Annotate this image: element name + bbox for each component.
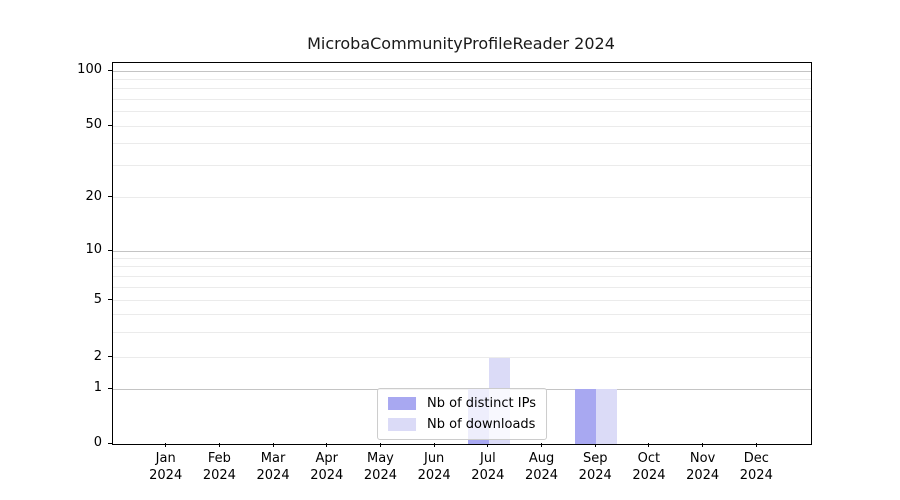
x-ticklabel-month: Feb [207,451,231,466]
y-minor-gridline [113,357,811,358]
x-tickmark [218,443,220,447]
legend-label: Nb of distinct IPs [427,396,536,411]
x-ticklabel-month: Nov [689,451,716,466]
legend-label: Nb of downloads [427,417,536,432]
x-ticklabel: Nov 2024 [675,450,731,484]
y-minor-gridline [113,286,811,288]
x-ticklabel-year: 2024 [471,468,505,483]
y-minor-gridline [113,125,811,127]
x-ticklabel-year: 2024 [149,468,183,483]
x-ticklabel: Apr 2024 [299,450,355,484]
x-tickmark [541,443,543,447]
x-ticklabel: Jan 2024 [138,450,194,484]
x-ticklabel-month: Sep [582,451,608,466]
x-tickmark [594,443,596,447]
x-ticklabel-year: 2024 [524,468,559,483]
y-axis: 0 1 2 5 10 20 50 100 [0,62,112,450]
x-ticklabel-year: 2024 [632,468,666,483]
y-tickmark [108,299,112,300]
bar-sep-downloads [596,389,618,444]
y-ticklabel: 10 [85,242,102,257]
x-ticklabel-month: Aug [528,451,555,466]
y-ticklabel: 0 [93,435,102,450]
x-ticklabel-year: 2024 [739,468,773,483]
x-ticklabel: Mar 2024 [245,450,301,484]
x-tickmark [272,443,274,447]
x-ticklabel-month: Jun [423,451,445,466]
x-ticklabel-month: Jan [155,451,176,466]
legend-swatch [388,418,417,431]
y-tickmark [108,249,112,251]
x-tickmark [755,443,757,447]
x-ticklabel-year: 2024 [256,468,290,483]
x-ticklabel-year: 2024 [417,468,451,483]
x-axis: Jan 2024 Feb 2024 Mar 2024 Apr 2024 May 2024 Jun 20… [112,443,810,500]
x-ticklabel-month: Apr [315,451,339,466]
y-ticklabel: 50 [85,117,102,132]
x-ticklabel-month: May [367,451,394,466]
y-ticklabel: 100 [77,62,102,77]
x-ticklabel-year: 2024 [686,468,720,483]
x-ticklabel: Jun 2024 [406,450,462,484]
x-ticklabel-year: 2024 [578,468,612,483]
legend-item: Nb of downloads [388,417,536,432]
y-minor-gridline [113,165,811,167]
x-ticklabel-month: Oct [637,451,661,466]
y-minor-gridline [113,78,811,80]
y-ticklabel: 2 [93,348,102,364]
y-ticklabel: 20 [85,188,102,204]
x-ticklabel: Oct 2024 [621,450,677,484]
x-ticklabel: Dec 2024 [728,450,784,484]
y-minor-gridline [113,98,811,100]
y-minor-gridline [113,331,811,333]
y-major-gridline [113,70,811,72]
x-ticklabel: Aug 2024 [514,450,570,484]
bar-sep-distinct-ips [575,389,597,444]
y-minor-gridline [113,111,811,113]
x-tickmark [487,443,489,447]
y-tickmark [108,196,112,197]
y-minor-gridline [113,258,811,260]
y-tickmark [108,124,112,126]
y-tickmark [108,356,112,357]
y-tickmark [108,442,112,444]
x-tickmark [326,443,328,447]
x-tickmark [165,443,167,447]
y-minor-gridline [113,300,811,301]
y-ticklabel: 5 [93,291,102,307]
plot-area: Nb of distinct IPs Nb of downloads [112,62,812,445]
legend-swatch [388,397,417,410]
x-tickmark [433,443,435,447]
y-tickmark [108,387,112,389]
y-minor-gridline [113,313,811,315]
x-tickmark [648,443,650,447]
y-ticklabel: 1 [93,380,102,395]
x-ticklabel-month: Mar [260,451,286,466]
legend: Nb of distinct IPs Nb of downloads [377,388,547,440]
x-tickmark [379,443,381,447]
chart-title: MicrobaCommunityProfileReader 2024 [307,34,615,53]
x-ticklabel: Jul 2024 [460,450,516,484]
x-ticklabel: Feb 2024 [191,450,247,484]
y-minor-gridline [113,275,811,277]
x-ticklabel-month: Dec [743,451,769,466]
legend-item: Nb of distinct IPs [388,396,536,411]
y-minor-gridline [113,142,811,144]
x-ticklabel: May 2024 [352,450,408,484]
x-tickmark [702,443,704,447]
y-tickmark [108,69,112,71]
y-minor-gridline [113,197,811,198]
x-ticklabel-year: 2024 [363,468,397,483]
x-ticklabel-month: Jul [480,451,496,466]
y-minor-gridline [113,88,811,90]
x-ticklabel-year: 2024 [202,468,236,483]
x-ticklabel: Sep 2024 [567,450,623,484]
y-major-gridline [113,250,811,252]
y-minor-gridline [113,266,811,268]
x-ticklabel-year: 2024 [310,468,344,483]
